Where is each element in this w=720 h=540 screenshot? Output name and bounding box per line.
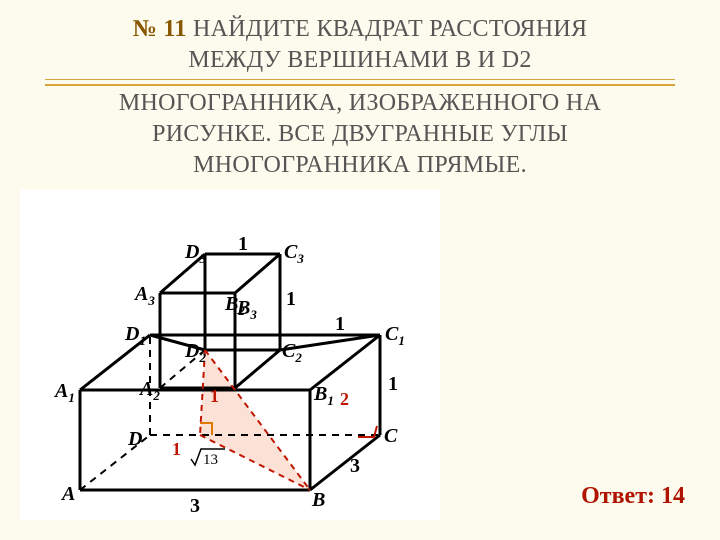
svg-text:C2: C2 bbox=[282, 340, 302, 365]
title-line1: НАЙДИТЕ КВАДРАТ РАССТОЯНИЯ bbox=[187, 16, 588, 42]
svg-text:D3: D3 bbox=[184, 241, 206, 266]
svg-text:C3: C3 bbox=[284, 241, 304, 266]
svg-text:2: 2 bbox=[340, 389, 349, 409]
svg-text:A1: A1 bbox=[53, 380, 75, 405]
title-line3: МНОГОГРАННИКА, ИЗОБРАЖЕННОГО НА bbox=[119, 90, 601, 116]
svg-text:A2: A2 bbox=[138, 378, 160, 403]
svg-text:B: B bbox=[311, 489, 325, 511]
svg-text:D1: D1 bbox=[124, 323, 146, 348]
svg-text:C: C bbox=[384, 425, 398, 447]
svg-text:13: 13 bbox=[203, 452, 218, 468]
svg-text:B3: B3 bbox=[236, 297, 257, 322]
svg-text:C1: C1 bbox=[385, 323, 405, 348]
svg-text:D: D bbox=[127, 428, 142, 450]
svg-text:1: 1 bbox=[388, 373, 398, 395]
svg-text:3: 3 bbox=[190, 495, 200, 517]
problem-number: № 11 bbox=[133, 16, 187, 42]
title-line2: МЕЖДУ ВЕРШИНАМИ B И D2 bbox=[188, 47, 531, 73]
svg-text:3: 3 bbox=[350, 455, 360, 477]
svg-text:A3: A3 bbox=[133, 283, 155, 308]
separator-rule bbox=[45, 79, 675, 86]
svg-text:D2: D2 bbox=[184, 340, 206, 365]
svg-text:A: A bbox=[60, 483, 75, 505]
problem-title-cont: МНОГОГРАННИКА, ИЗОБРАЖЕННОГО НА РИСУНКЕ.… bbox=[0, 86, 720, 184]
title-line5: МНОГОГРАННИКА ПРЯМЫЕ. bbox=[193, 152, 527, 178]
problem-title: № 11 НАЙДИТЕ КВАДРАТ РАССТОЯНИЯ МЕЖДУ ВЕ… bbox=[0, 0, 720, 79]
svg-text:1: 1 bbox=[238, 233, 248, 255]
svg-text:B1: B1 bbox=[313, 383, 334, 408]
polyhedron-figure: ABCDA1B1C1D1A2B2C2D2A3B3C3D333111113112 bbox=[20, 190, 440, 520]
svg-text:1: 1 bbox=[286, 288, 296, 310]
svg-text:1: 1 bbox=[335, 313, 345, 335]
svg-text:1: 1 bbox=[172, 439, 181, 459]
svg-text:1: 1 bbox=[210, 386, 219, 406]
answer-text: Ответ: 14 bbox=[581, 483, 685, 510]
title-line4: РИСУНКЕ. ВСЕ ДВУГРАННЫЕ УГЛЫ bbox=[152, 121, 568, 147]
figure-area: ABCDA1B1C1D1A2B2C2D2A3B3C3D333111113112 bbox=[20, 190, 440, 520]
